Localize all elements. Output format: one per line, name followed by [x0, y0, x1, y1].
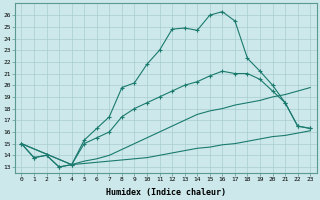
X-axis label: Humidex (Indice chaleur): Humidex (Indice chaleur) — [106, 188, 226, 197]
